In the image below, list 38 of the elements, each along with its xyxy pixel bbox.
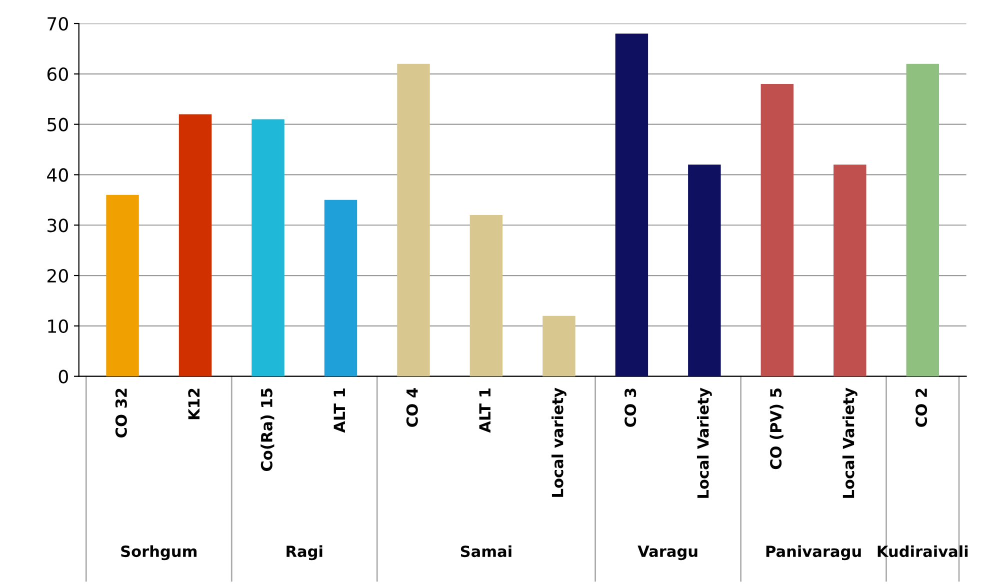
x-tick-label: ALT 1 [479, 388, 490, 433]
y-tick-label: 20 [48, 268, 68, 283]
bar [760, 84, 794, 376]
bar [615, 34, 648, 376]
x-tick-label: K12 [188, 388, 200, 420]
x-tick-label: Local Variety [696, 388, 712, 498]
bar [470, 215, 503, 376]
bar [106, 194, 139, 376]
y-tick-label: 30 [48, 218, 68, 232]
x-tick-label: Local variety [551, 388, 566, 497]
x-tick-label: CO 32 [115, 388, 127, 438]
bar [906, 64, 940, 376]
y-tick-label: 10 [48, 319, 68, 334]
bar [688, 164, 721, 376]
bar [178, 114, 212, 376]
text: Kudiraivali [878, 545, 968, 558]
x-tick-label: CO 4 [406, 388, 418, 427]
bar [397, 64, 430, 376]
text: Ragi [286, 545, 322, 560]
y-tick-label: 60 [47, 67, 68, 82]
y-tick-label: 0 [58, 370, 68, 384]
text: Panivaragu [766, 545, 861, 560]
bar [834, 164, 866, 376]
x-tick-label: Co(Ra) 15 [260, 388, 274, 471]
bar [252, 119, 284, 376]
y-tick-label: 50 [48, 118, 68, 132]
text: Sorhgum [121, 545, 197, 560]
x-tick-label: CO (PV) 5 [770, 388, 784, 470]
x-tick-label: CO 2 [916, 388, 928, 427]
bar [324, 200, 358, 376]
text: Varagu [638, 546, 698, 560]
x-tick-label: ALT 1 [334, 388, 345, 433]
y-tick-label: 40 [47, 168, 68, 182]
x-tick-label: Local Variety [842, 388, 858, 498]
text: Samai [460, 545, 512, 558]
bar [542, 316, 576, 376]
y-tick-label: 70 [48, 16, 68, 31]
x-tick-label: CO 3 [624, 388, 636, 427]
